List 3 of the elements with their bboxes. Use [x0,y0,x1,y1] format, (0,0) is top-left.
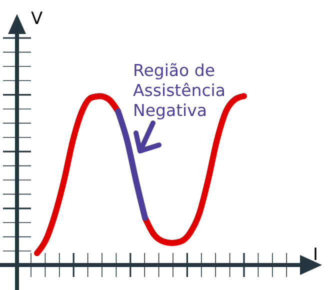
y-axis-title: V [31,9,43,29]
annotation: Região de Assistência Negativa [133,61,226,120]
x-axis-title: I [313,245,318,265]
